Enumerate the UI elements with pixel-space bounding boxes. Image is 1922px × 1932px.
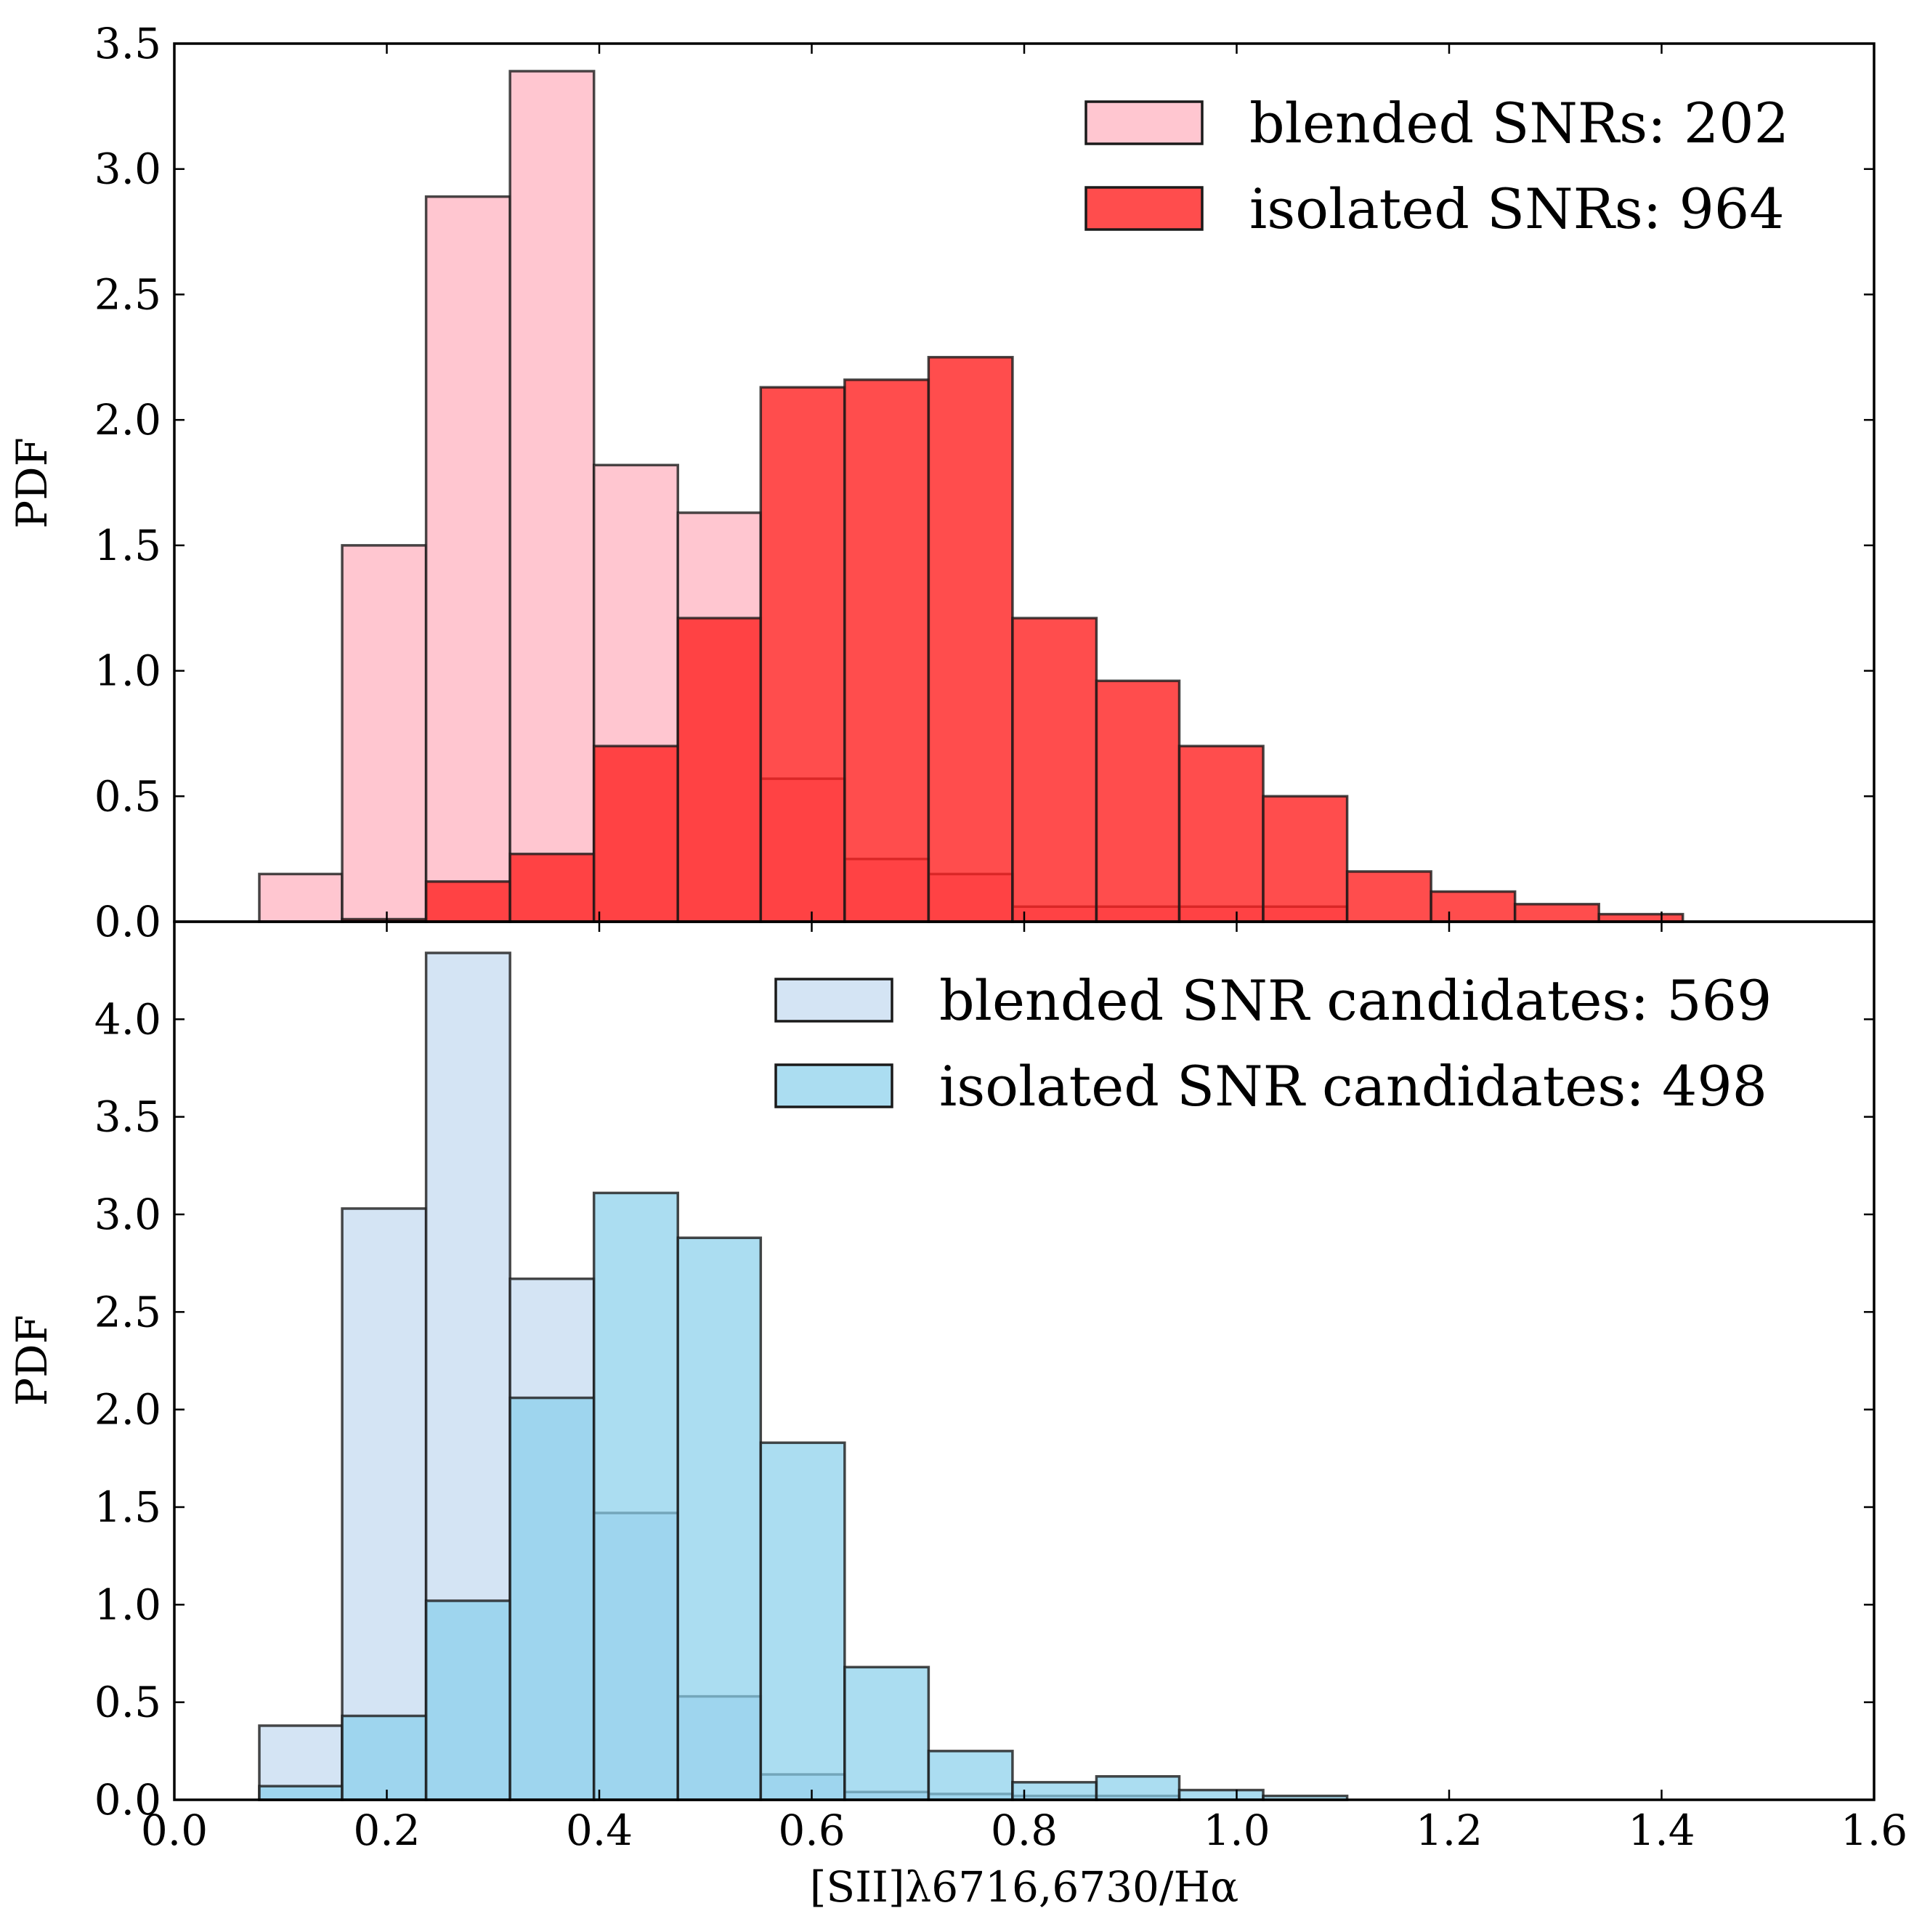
top-bar-s1-b12 xyxy=(1262,795,1349,923)
top-legend-label-0: blended SNRs: 202 xyxy=(1249,91,1789,155)
bottom-legend-label-1: isolated SNR candidates: 498 xyxy=(939,1054,1767,1119)
bottom-ytick-label-6: 3.0 xyxy=(94,1190,161,1239)
top-bar-s1-b4 xyxy=(592,744,679,923)
bottom-legend-swatch-0 xyxy=(774,978,893,1023)
bottom-ytick-label-3: 1.5 xyxy=(94,1482,161,1532)
top-bar-s1-b15 xyxy=(1513,903,1600,923)
xtick-label-7: 1.4 xyxy=(1628,1806,1695,1855)
xtick-label-0: 0.0 xyxy=(141,1806,208,1855)
top-histogram-bars xyxy=(258,70,1684,923)
xtick-label-6: 1.2 xyxy=(1416,1806,1483,1855)
bottom-ytick-label-8: 4.0 xyxy=(94,994,161,1044)
top-y-axis-label: PDF xyxy=(7,437,57,529)
top-ytick-label-2: 1.0 xyxy=(94,646,161,696)
xtick-label-5: 1.0 xyxy=(1203,1806,1270,1855)
bottom-bar-s1-b0 xyxy=(258,1785,344,1801)
bottom-bar-s1-b6 xyxy=(759,1441,846,1801)
bottom-axes-frame xyxy=(173,920,1876,1801)
bottom-bar-s1-b1 xyxy=(341,1714,428,1801)
top-legend-swatch-0 xyxy=(1084,100,1204,145)
top-bar-s1-b10 xyxy=(1095,679,1181,923)
top-bar-s0-b2 xyxy=(424,195,511,923)
bottom-bar-s1-b10 xyxy=(1095,1775,1181,1801)
top-bar-s1-b9 xyxy=(1011,617,1098,923)
bottom-ytick-label-4: 2.0 xyxy=(94,1385,161,1434)
bottom-ytick-label-1: 0.5 xyxy=(94,1678,161,1727)
xtick-label-8: 1.6 xyxy=(1841,1806,1907,1855)
bottom-ytick-label-5: 2.5 xyxy=(94,1287,161,1336)
top-ytick-label-0: 0.0 xyxy=(94,897,161,946)
top-ytick-label-7: 3.5 xyxy=(94,19,161,68)
top-ytick-label-4: 2.0 xyxy=(94,395,161,445)
top-bar-s1-b8 xyxy=(927,356,1014,923)
bottom-ytick-label-7: 3.5 xyxy=(94,1092,161,1142)
top-bar-s1-b2 xyxy=(424,880,511,923)
top-bar-s1-b7 xyxy=(843,378,930,923)
top-bar-s1-b5 xyxy=(676,617,763,923)
top-axis-ticks: 0.0 0.5 1.0 1.5 2.0 2.5 3.0 3.5 xyxy=(94,19,1876,946)
bottom-bar-s0-b1 xyxy=(341,1207,428,1801)
bottom-bar-s1-b8 xyxy=(927,1750,1014,1801)
bottom-bar-s1-b5 xyxy=(676,1236,763,1801)
top-bar-s1-b13 xyxy=(1345,870,1432,923)
x-axis-label: [SII]λ6716,6730/Hα xyxy=(810,1862,1239,1912)
bottom-bar-s1-b3 xyxy=(508,1396,596,1801)
bottom-legend-label-0: blended SNR candidates: 569 xyxy=(939,968,1772,1033)
top-bar-s0-b3 xyxy=(508,70,596,923)
top-legend-label-1: isolated SNRs: 964 xyxy=(1249,176,1785,241)
bottom-bar-s1-b4 xyxy=(592,1191,679,1801)
bottom-bar-s1-b2 xyxy=(424,1599,511,1801)
top-legend-swatch-1 xyxy=(1084,186,1204,231)
top-panel: 0.0 0.5 1.0 1.5 2.0 2.5 3.0 3.5 PDF blended SNR… xyxy=(7,19,1876,946)
bottom-panel: 0.0 0.5 1.0 1.5 2.0 2.5 3.0 3.5 4.0 0.0 0.2 0.4 0.6 0… xyxy=(7,920,1907,1912)
xtick-label-1: 0.2 xyxy=(353,1806,420,1855)
top-legend: blended SNRs: 202 isolated SNRs: 964 xyxy=(1084,91,1789,241)
bottom-ytick-label-2: 1.0 xyxy=(94,1580,161,1629)
bottom-bar-s1-b11 xyxy=(1177,1788,1265,1801)
bottom-axis-ticks: 0.0 0.5 1.0 1.5 2.0 2.5 3.0 3.5 4.0 0.0 0.2 0.4 0.6 0… xyxy=(94,922,1907,1855)
bottom-bar-s1-b7 xyxy=(843,1665,930,1801)
bottom-y-axis-label: PDF xyxy=(7,1315,57,1406)
top-bar-s0-b1 xyxy=(341,544,428,923)
top-ytick-label-3: 1.5 xyxy=(94,521,161,570)
top-bar-s1-b14 xyxy=(1430,890,1517,923)
top-ytick-label-1: 0.5 xyxy=(94,771,161,821)
bottom-ytick-label-0: 0.0 xyxy=(94,1775,161,1825)
top-ytick-label-6: 3.0 xyxy=(94,145,161,194)
top-bar-s1-b6 xyxy=(759,386,846,923)
top-bar-s1-b11 xyxy=(1177,744,1265,923)
top-bar-s0-b0 xyxy=(258,872,344,923)
top-ytick-label-5: 2.5 xyxy=(94,269,161,319)
bottom-legend-swatch-1 xyxy=(774,1063,893,1108)
top-bar-s1-b3 xyxy=(508,852,596,923)
xtick-label-3: 0.6 xyxy=(778,1806,845,1855)
xtick-label-4: 0.8 xyxy=(991,1806,1058,1855)
xtick-label-2: 0.4 xyxy=(566,1806,633,1855)
bottom-legend: blended SNR candidates: 569 isolated SNR … xyxy=(774,968,1772,1119)
